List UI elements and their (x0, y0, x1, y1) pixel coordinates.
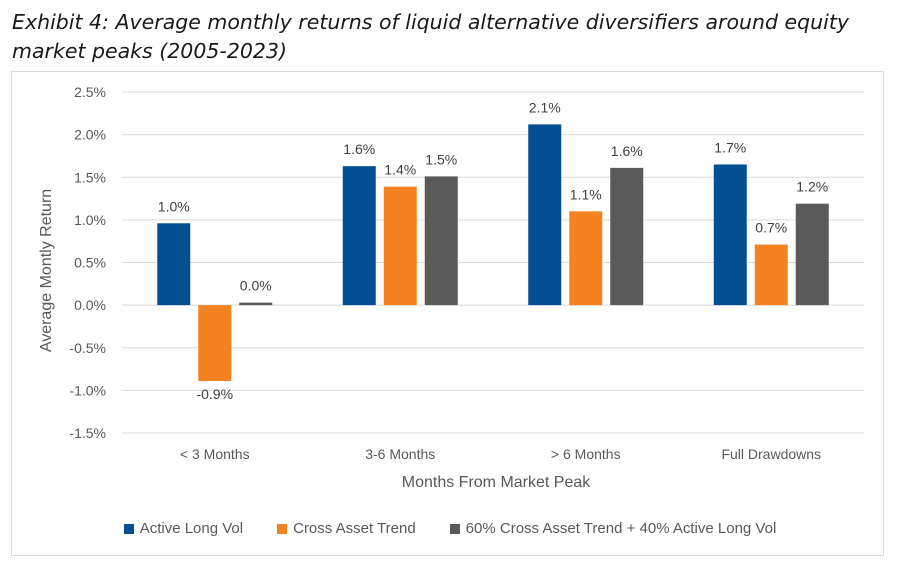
gridlines (122, 91, 864, 434)
bar (795, 203, 829, 306)
y-tick-label: -0.5% (69, 340, 106, 356)
y-tick-label: 0.5% (74, 255, 106, 271)
y-tick-label: 2.5% (74, 84, 106, 100)
legend-item: 60% Cross Asset Trend + 40% Active Long … (449, 520, 777, 537)
x-axis-label: Months From Market Peak (402, 474, 592, 491)
data-label: 1.1% (570, 186, 602, 202)
bar (713, 164, 747, 306)
x-tick-label: 3-6 Months (365, 446, 435, 462)
bar-chart: -1.5%-1.0%-0.5%0.0%0.5%1.0%1.5%2.0%2.5% … (38, 84, 864, 491)
data-label: 0.0% (240, 278, 272, 294)
data-label: 1.7% (714, 139, 746, 155)
legend-swatch (277, 523, 288, 534)
data-label: 1.6% (611, 143, 643, 159)
data-label: 1.5% (425, 151, 457, 167)
legend: Active Long Vol Cross Asset Trend 60% Cros… (0, 520, 900, 537)
y-tick-label: -1.5% (69, 425, 106, 441)
y-axis-ticks: -1.5% -1.0% -0.5% 0.0% 0.5% 1.0% 1.5% 2.0% 2.5% (69, 84, 106, 441)
x-tick-label: Full Drawdowns (721, 446, 821, 462)
y-axis-label: Average Montly Return (38, 189, 55, 352)
bar (528, 124, 562, 306)
bar (342, 166, 376, 306)
data-label: 2.1% (529, 99, 561, 115)
chart-frame (11, 71, 884, 556)
y-tick-label: 2.0% (74, 127, 106, 143)
y-tick-label: 1.0% (74, 212, 106, 228)
legend-label: Cross Asset Trend (293, 520, 416, 537)
x-tick-label: > 6 Months (551, 446, 621, 462)
bar (383, 186, 417, 306)
legend-item: Cross Asset Trend (277, 520, 416, 537)
bar (424, 176, 458, 306)
bars (157, 124, 829, 381)
bar (239, 302, 273, 306)
data-label: 1.0% (158, 198, 190, 214)
legend-label: 60% Cross Asset Trend + 40% Active Long … (465, 520, 777, 537)
data-label: 1.2% (796, 179, 828, 195)
data-label: 0.7% (755, 220, 787, 236)
legend-swatch (123, 523, 134, 534)
bar (569, 211, 603, 306)
x-tick-label: < 3 Months (180, 446, 250, 462)
y-tick-label: 1.5% (74, 169, 106, 185)
legend-item: Active Long Vol (123, 520, 244, 537)
data-label: 1.4% (384, 162, 416, 178)
legend-label: Active Long Vol (139, 520, 244, 537)
bar (157, 223, 191, 306)
chart-title: Exhibit 4: Average monthly returns of li… (12, 10, 850, 63)
data-label: -0.9% (196, 386, 233, 402)
bar (754, 244, 788, 306)
data-labels: 1.0% -0.9% 0.0% 1.6% 1.4% 1.5% 2.1% 1.1% 1.6% 1.7… (158, 99, 828, 402)
data-label: 1.6% (343, 141, 375, 157)
bar (610, 167, 644, 306)
legend-swatch (449, 523, 460, 534)
y-tick-label: -1.0% (69, 382, 106, 398)
bar (198, 305, 232, 381)
y-tick-label: 0.0% (74, 297, 106, 313)
x-axis-ticks: < 3 Months 3-6 Months > 6 Months Full Drawd… (180, 446, 821, 462)
